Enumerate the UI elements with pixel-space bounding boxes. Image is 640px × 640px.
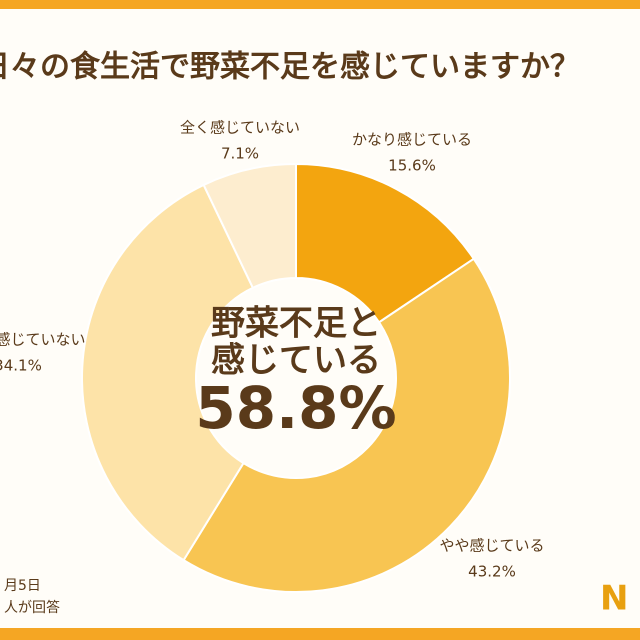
- logo: N: [600, 579, 628, 619]
- donut-slice: [182, 257, 511, 593]
- slice-label: やや感じている: [439, 537, 544, 555]
- slice-value-label: 43.2%: [468, 563, 516, 581]
- slice-value-label: 15.6%: [388, 157, 436, 175]
- slice-label: 全く感じていない: [180, 119, 300, 137]
- center-text: 感じている: [211, 341, 381, 381]
- donut-slice: [81, 183, 255, 562]
- slice-value-label: 34.1%: [0, 357, 42, 375]
- slice-label: あまり感じていない: [0, 331, 86, 349]
- donut-slice: [295, 162, 476, 324]
- slice-label: かなり感じている: [352, 131, 472, 149]
- slice-value-label: 7.1%: [221, 145, 259, 163]
- bottom-border: [0, 628, 640, 640]
- note: 月5日: [4, 578, 41, 594]
- center-text: 野菜不足と: [211, 304, 381, 344]
- top-border: [0, 0, 640, 9]
- note: 人が回答: [4, 599, 60, 616]
- chart-title: 日々の食生活で野菜不足を感じていますか？: [0, 50, 580, 85]
- center-value: 58.8%: [195, 374, 396, 442]
- donut-slice: [202, 162, 297, 290]
